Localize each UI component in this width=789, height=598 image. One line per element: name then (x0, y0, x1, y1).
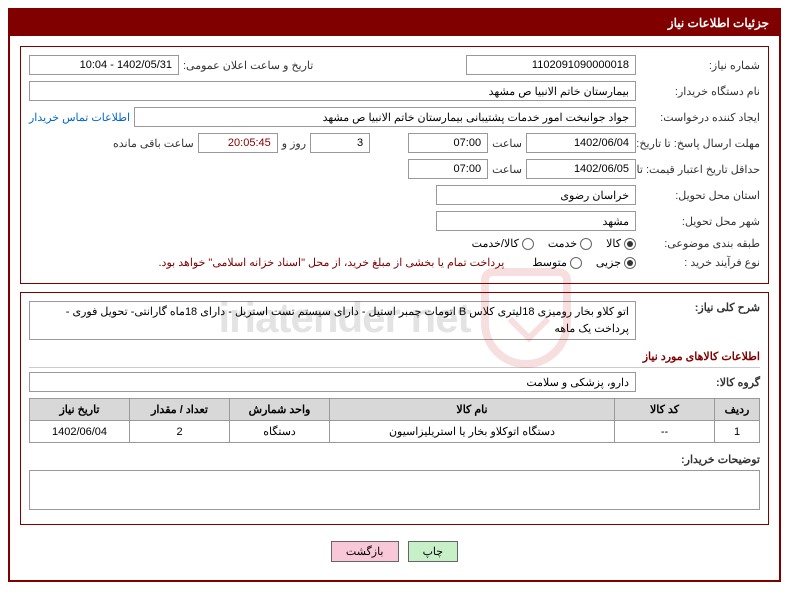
announce-value: 1402/05/31 - 10:04 (29, 55, 179, 75)
need-no-value: 1102091090000018 (466, 55, 636, 75)
table-row: 1--دستگاه اتوکلاو بخار یا استریلیزاسیوند… (30, 421, 760, 443)
deadline-date: 1402/06/04 (526, 133, 636, 153)
th-unit: واحد شمارش (230, 399, 330, 421)
radio-both[interactable]: کالا/خدمت (472, 237, 534, 250)
category-radio-group: کالا خدمت کالا/خدمت (472, 237, 636, 250)
countdown-timer: 20:05:45 (198, 133, 278, 153)
buyer-notes-label: توضیحات خریدار: (640, 453, 760, 466)
radio-goods-label: کالا (606, 237, 621, 250)
deadline-label: مهلت ارسال پاسخ: تا تاریخ: (640, 137, 760, 150)
buyer-notes-box (29, 470, 760, 510)
radio-dot-goods (627, 241, 633, 247)
radio-partial-label: جزیی (596, 256, 621, 269)
details-panel: جزئیات اطلاعات نیاز شماره نیاز: 11020910… (8, 8, 781, 582)
main-info-box: شماره نیاز: 1102091090000018 تاریخ و ساع… (20, 46, 769, 284)
province-label: استان محل تحویل: (640, 189, 760, 202)
button-row: چاپ بازگشت (20, 533, 769, 570)
process-radio-group: جزیی متوسط (532, 256, 636, 269)
group-value: دارو، پزشکی و سلامت (29, 372, 636, 392)
deadline-time: 07:00 (408, 133, 488, 153)
days-remaining: 3 (310, 133, 370, 153)
radio-dot-partial (627, 260, 633, 266)
details-box: شرح کلی نیاز: اتو کلاو بخار رومیزی 18لیت… (20, 292, 769, 525)
back-button[interactable]: بازگشت (331, 541, 399, 562)
time-label-2: ساعت (492, 163, 522, 176)
radio-partial[interactable]: جزیی (596, 256, 636, 269)
th-code: کد کالا (615, 399, 715, 421)
category-label: طبقه بندی موضوعی: (640, 237, 760, 250)
table-cell: دستگاه (230, 421, 330, 443)
contact-buyer-link[interactable]: اطلاعات تماس خریدار (29, 111, 130, 124)
validity-time: 07:00 (408, 159, 488, 179)
table-cell: -- (615, 421, 715, 443)
time-label-1: ساعت (492, 137, 522, 150)
items-table: ردیف کد کالا نام کالا واحد شمارش تعداد /… (29, 398, 760, 443)
city-value: مشهد (436, 211, 636, 231)
radio-service-label: خدمت (548, 237, 577, 250)
need-no-label: شماره نیاز: (640, 59, 760, 72)
table-cell: 1 (715, 421, 760, 443)
items-section-title: اطلاعات کالاهای مورد نیاز (29, 346, 760, 368)
th-date: تاریخ نیاز (30, 399, 130, 421)
requester-value: جواد جوانبخت امور خدمات پشتیبانی بیمارست… (134, 107, 636, 127)
th-name: نام کالا (330, 399, 615, 421)
table-cell: 2 (130, 421, 230, 443)
buyer-org-value: بیمارستان خاتم الانبیا ص مشهد (29, 81, 636, 101)
radio-both-label: کالا/خدمت (472, 237, 519, 250)
summary-label: شرح کلی نیاز: (640, 301, 760, 314)
radio-goods[interactable]: کالا (606, 237, 636, 250)
th-qty: تعداد / مقدار (130, 399, 230, 421)
validity-date: 1402/06/05 (526, 159, 636, 179)
table-cell: 1402/06/04 (30, 421, 130, 443)
print-button[interactable]: چاپ (408, 541, 459, 562)
days-suffix: روز و (282, 137, 306, 150)
radio-service[interactable]: خدمت (548, 237, 592, 250)
remaining-label: ساعت باقی مانده (113, 137, 194, 150)
city-label: شهر محل تحویل: (640, 215, 760, 228)
summary-text: اتو کلاو بخار رومیزی 18لیتری کلاس B اتوم… (29, 301, 636, 340)
validity-label: حداقل تاریخ اعتبار قیمت: تا تاریخ: (640, 163, 760, 176)
panel-title: جزئیات اطلاعات نیاز (10, 10, 779, 36)
announce-label: تاریخ و ساعت اعلان عمومی: (183, 59, 313, 72)
table-cell: دستگاه اتوکلاو بخار یا استریلیزاسیون (330, 421, 615, 443)
requester-label: ایجاد کننده درخواست: (640, 111, 760, 124)
process-label: نوع فرآیند خرید : (640, 256, 760, 269)
th-row: ردیف (715, 399, 760, 421)
group-label: گروه کالا: (640, 376, 760, 389)
radio-medium-label: متوسط (532, 256, 567, 269)
buyer-org-label: نام دستگاه خریدار: (640, 85, 760, 98)
radio-medium[interactable]: متوسط (532, 256, 582, 269)
payment-note: پرداخت تمام یا بخشی از مبلغ خرید، از محل… (159, 256, 505, 269)
province-value: خراسان رضوی (436, 185, 636, 205)
